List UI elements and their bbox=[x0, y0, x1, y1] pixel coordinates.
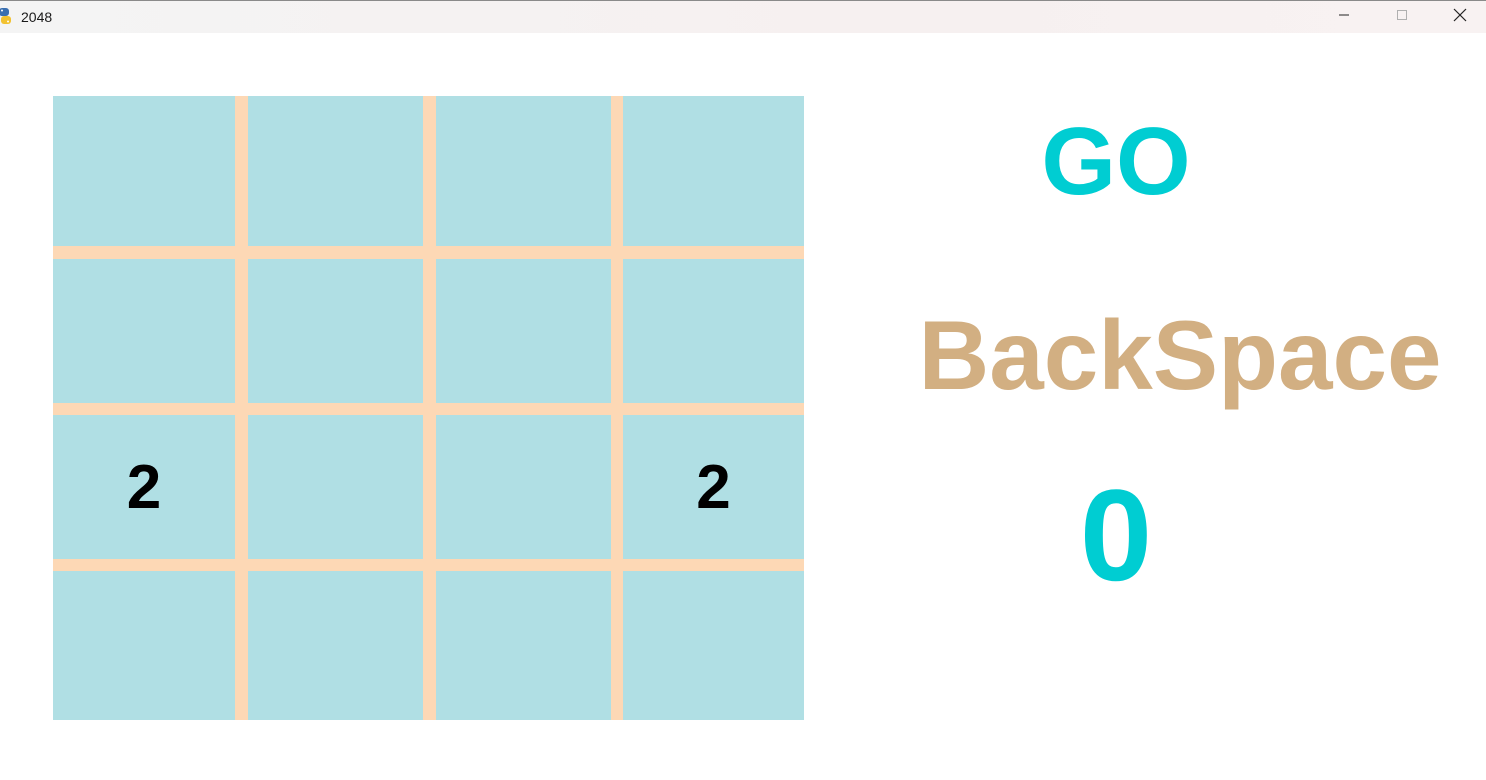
minimize-button[interactable] bbox=[1315, 1, 1373, 33]
tile-r0-c3 bbox=[623, 96, 804, 246]
close-button[interactable] bbox=[1431, 1, 1486, 33]
tile-r3-c3 bbox=[623, 571, 804, 720]
tile-r0-c2 bbox=[436, 96, 611, 246]
tile-r3-c2 bbox=[436, 571, 611, 720]
tile-r1-c1 bbox=[248, 259, 423, 403]
maximize-button[interactable] bbox=[1373, 1, 1431, 33]
minimize-icon bbox=[1338, 8, 1350, 26]
backspace-label: BackSpace bbox=[918, 300, 1442, 410]
tile-r3-c1 bbox=[248, 571, 423, 720]
score-value: 0 bbox=[1079, 462, 1153, 608]
python-snake-icon bbox=[0, 7, 13, 25]
tile-r1-c3 bbox=[623, 259, 804, 403]
tile-r0-c0 bbox=[53, 96, 235, 246]
tile-r3-c0 bbox=[53, 571, 235, 720]
tile-r1-c2 bbox=[436, 259, 611, 403]
window-title: 2048 bbox=[21, 9, 53, 25]
maximize-icon bbox=[1396, 8, 1408, 26]
tile-r2-c2 bbox=[436, 415, 611, 559]
tile-r2-c1 bbox=[248, 415, 423, 559]
tile-r2-c3: 2 bbox=[623, 415, 804, 559]
title-bar[interactable]: 2048 bbox=[0, 0, 1486, 33]
go-label: GO bbox=[1041, 108, 1191, 215]
tile-r1-c0 bbox=[53, 259, 235, 403]
tile-r2-c0: 2 bbox=[53, 415, 235, 559]
close-icon bbox=[1453, 8, 1467, 27]
tile-r0-c1 bbox=[248, 96, 423, 246]
